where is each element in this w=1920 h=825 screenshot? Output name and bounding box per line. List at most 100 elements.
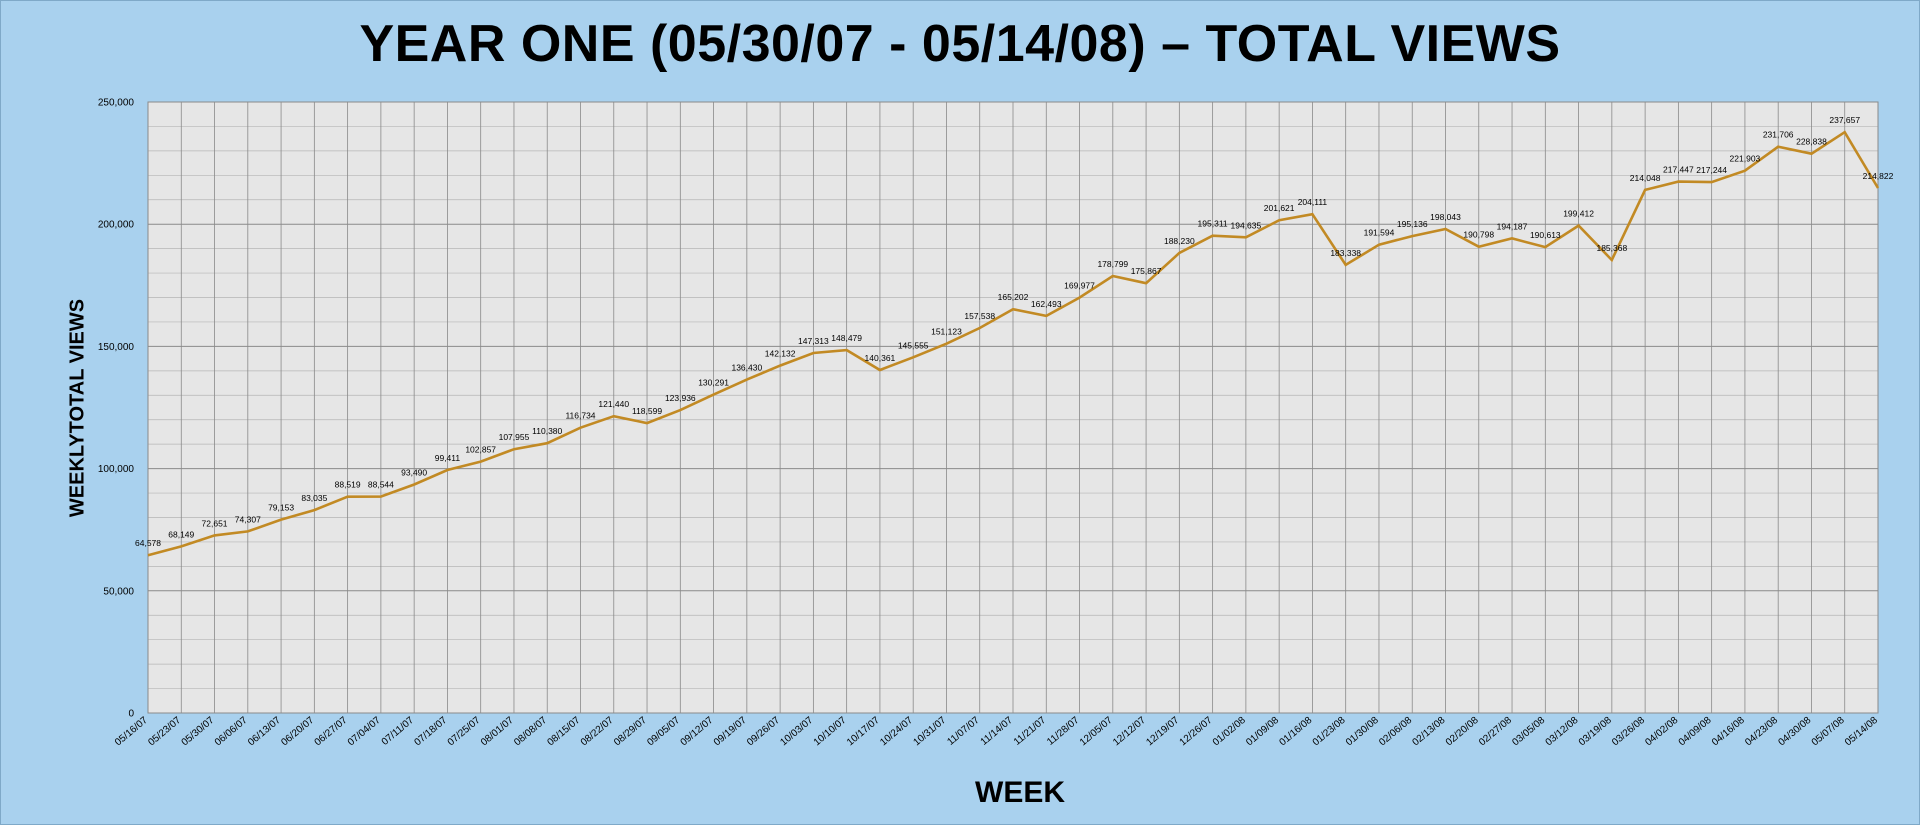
y-tick-label: 200,000: [98, 220, 135, 231]
x-tick-label: 08/22/07: [579, 715, 616, 749]
x-tick-label: 06/13/07: [246, 715, 283, 749]
x-tick-label: 03/05/08: [1510, 715, 1547, 749]
x-tick-label: 11/14/07: [979, 715, 1016, 748]
data-label: 214,048: [1630, 173, 1661, 183]
x-tick-label: 07/25/07: [446, 715, 483, 749]
data-label: 191,594: [1364, 228, 1395, 238]
x-tick-label: 09/05/07: [645, 715, 682, 749]
x-tick-label: 04/30/08: [1776, 715, 1813, 749]
x-tick-label: 03/19/08: [1577, 715, 1614, 749]
data-label: 151,123: [931, 327, 962, 337]
data-label: 79,153: [268, 503, 294, 513]
x-tick-label: 06/06/07: [213, 715, 250, 749]
data-label: 194,187: [1497, 221, 1528, 231]
x-tick-label: 01/16/08: [1277, 715, 1314, 749]
x-tick-label: 12/19/07: [1144, 715, 1181, 749]
data-label: 237,657: [1829, 115, 1860, 125]
x-tick-label: 02/27/08: [1477, 715, 1514, 749]
x-tick-label: 11/28/07: [1045, 715, 1082, 748]
x-tick-label: 04/02/08: [1643, 715, 1680, 749]
data-label: 185,368: [1596, 243, 1627, 253]
x-tick-label: 09/19/07: [712, 715, 749, 749]
x-tick-label: 07/11/07: [380, 715, 417, 748]
y-tick-label: 100,000: [98, 464, 135, 475]
data-label: 217,447: [1663, 165, 1694, 175]
data-label: 169,977: [1064, 281, 1095, 291]
x-tick-label: 05/23/07: [146, 715, 183, 749]
x-tick-label: 03/12/08: [1544, 715, 1581, 749]
data-label: 221,903: [1730, 154, 1761, 164]
data-label: 190,613: [1530, 230, 1561, 240]
data-label: 99,411: [435, 453, 461, 463]
x-tick-label: 07/04/07: [346, 715, 383, 749]
data-label: 145,555: [898, 340, 929, 350]
data-label: 198,043: [1430, 212, 1461, 222]
x-tick-label: 08/29/07: [612, 715, 649, 749]
y-tick-label: 250,000: [98, 98, 135, 109]
data-label: 123,936: [665, 393, 696, 403]
x-tick-label: 10/24/07: [878, 715, 915, 749]
data-label: 183,338: [1330, 248, 1361, 258]
x-tick-label: 09/12/07: [679, 715, 716, 749]
data-label: 116,734: [565, 411, 595, 421]
y-tick-label: 50,000: [103, 586, 134, 597]
data-label: 162,493: [1031, 299, 1062, 309]
x-tick-label: 01/23/08: [1311, 715, 1348, 749]
data-label: 88,519: [335, 480, 361, 490]
data-label: 178,799: [1097, 259, 1128, 269]
x-tick-label: 10/31/07: [911, 715, 948, 749]
data-label: 199,412: [1563, 209, 1594, 219]
x-axis-label: WEEK: [975, 776, 1065, 809]
data-label: 72,651: [202, 518, 228, 528]
data-label: 102,857: [465, 445, 496, 455]
x-tick-label: 01/09/08: [1244, 715, 1281, 749]
data-label: 130,291: [698, 378, 729, 388]
data-label: 194,635: [1231, 220, 1262, 230]
chart-title: YEAR ONE (05/30/07 - 05/14/08) – TOTAL V…: [359, 15, 1561, 73]
data-label: 83,035: [301, 493, 327, 503]
data-label: 157,538: [964, 311, 995, 321]
data-label: 214,822: [1863, 171, 1894, 181]
data-label: 201,621: [1264, 203, 1295, 213]
data-label: 64,578: [135, 538, 161, 548]
data-label: 190,798: [1463, 230, 1494, 240]
data-label: 165,202: [998, 292, 1029, 302]
data-label: 88,544: [368, 480, 394, 490]
data-label: 74,307: [235, 514, 261, 524]
data-label: 121,440: [598, 399, 629, 409]
x-tick-label: 06/27/07: [313, 715, 350, 749]
x-tick-label: 12/12/07: [1111, 715, 1148, 749]
x-tick-label: 02/20/08: [1444, 715, 1481, 749]
x-tick-label: 08/08/07: [512, 715, 549, 749]
data-label: 175,867: [1131, 266, 1162, 276]
y-tick-label: 0: [128, 709, 134, 720]
data-label: 140,361: [865, 353, 896, 363]
x-tick-label: 10/17/07: [845, 715, 882, 749]
data-label: 93,490: [401, 468, 427, 478]
data-label: 195,311: [1198, 219, 1228, 229]
data-label: 147,313: [798, 336, 829, 346]
y-tick-label: 150,000: [98, 342, 135, 353]
x-tick-label: 07/18/07: [412, 715, 449, 749]
data-label: 148,479: [831, 333, 862, 343]
x-tick-label: 11/07/07: [945, 715, 982, 748]
data-label: 188,230: [1164, 236, 1195, 246]
x-tick-label: 04/23/08: [1743, 715, 1780, 749]
x-tick-label: 05/30/07: [180, 715, 217, 749]
x-tick-label: 11/21/07: [1012, 715, 1049, 748]
x-tick-label: 02/13/08: [1411, 715, 1448, 749]
data-label: 118,599: [632, 406, 662, 416]
x-tick-label: 05/16/07: [113, 715, 150, 749]
x-tick-label: 02/06/08: [1377, 715, 1414, 749]
x-tick-label: 12/05/07: [1078, 715, 1115, 749]
data-label: 107,955: [499, 432, 530, 442]
data-label: 142,132: [765, 349, 796, 359]
x-tick-label: 10/03/07: [778, 715, 815, 749]
x-tick-label: 12/26/07: [1178, 715, 1215, 749]
data-label: 217,244: [1696, 165, 1727, 175]
x-tick-label: 04/16/08: [1710, 715, 1747, 749]
data-label: 68,149: [168, 529, 194, 539]
x-tick-label: 04/09/08: [1677, 715, 1714, 749]
x-tick-label: 10/10/07: [812, 715, 849, 749]
